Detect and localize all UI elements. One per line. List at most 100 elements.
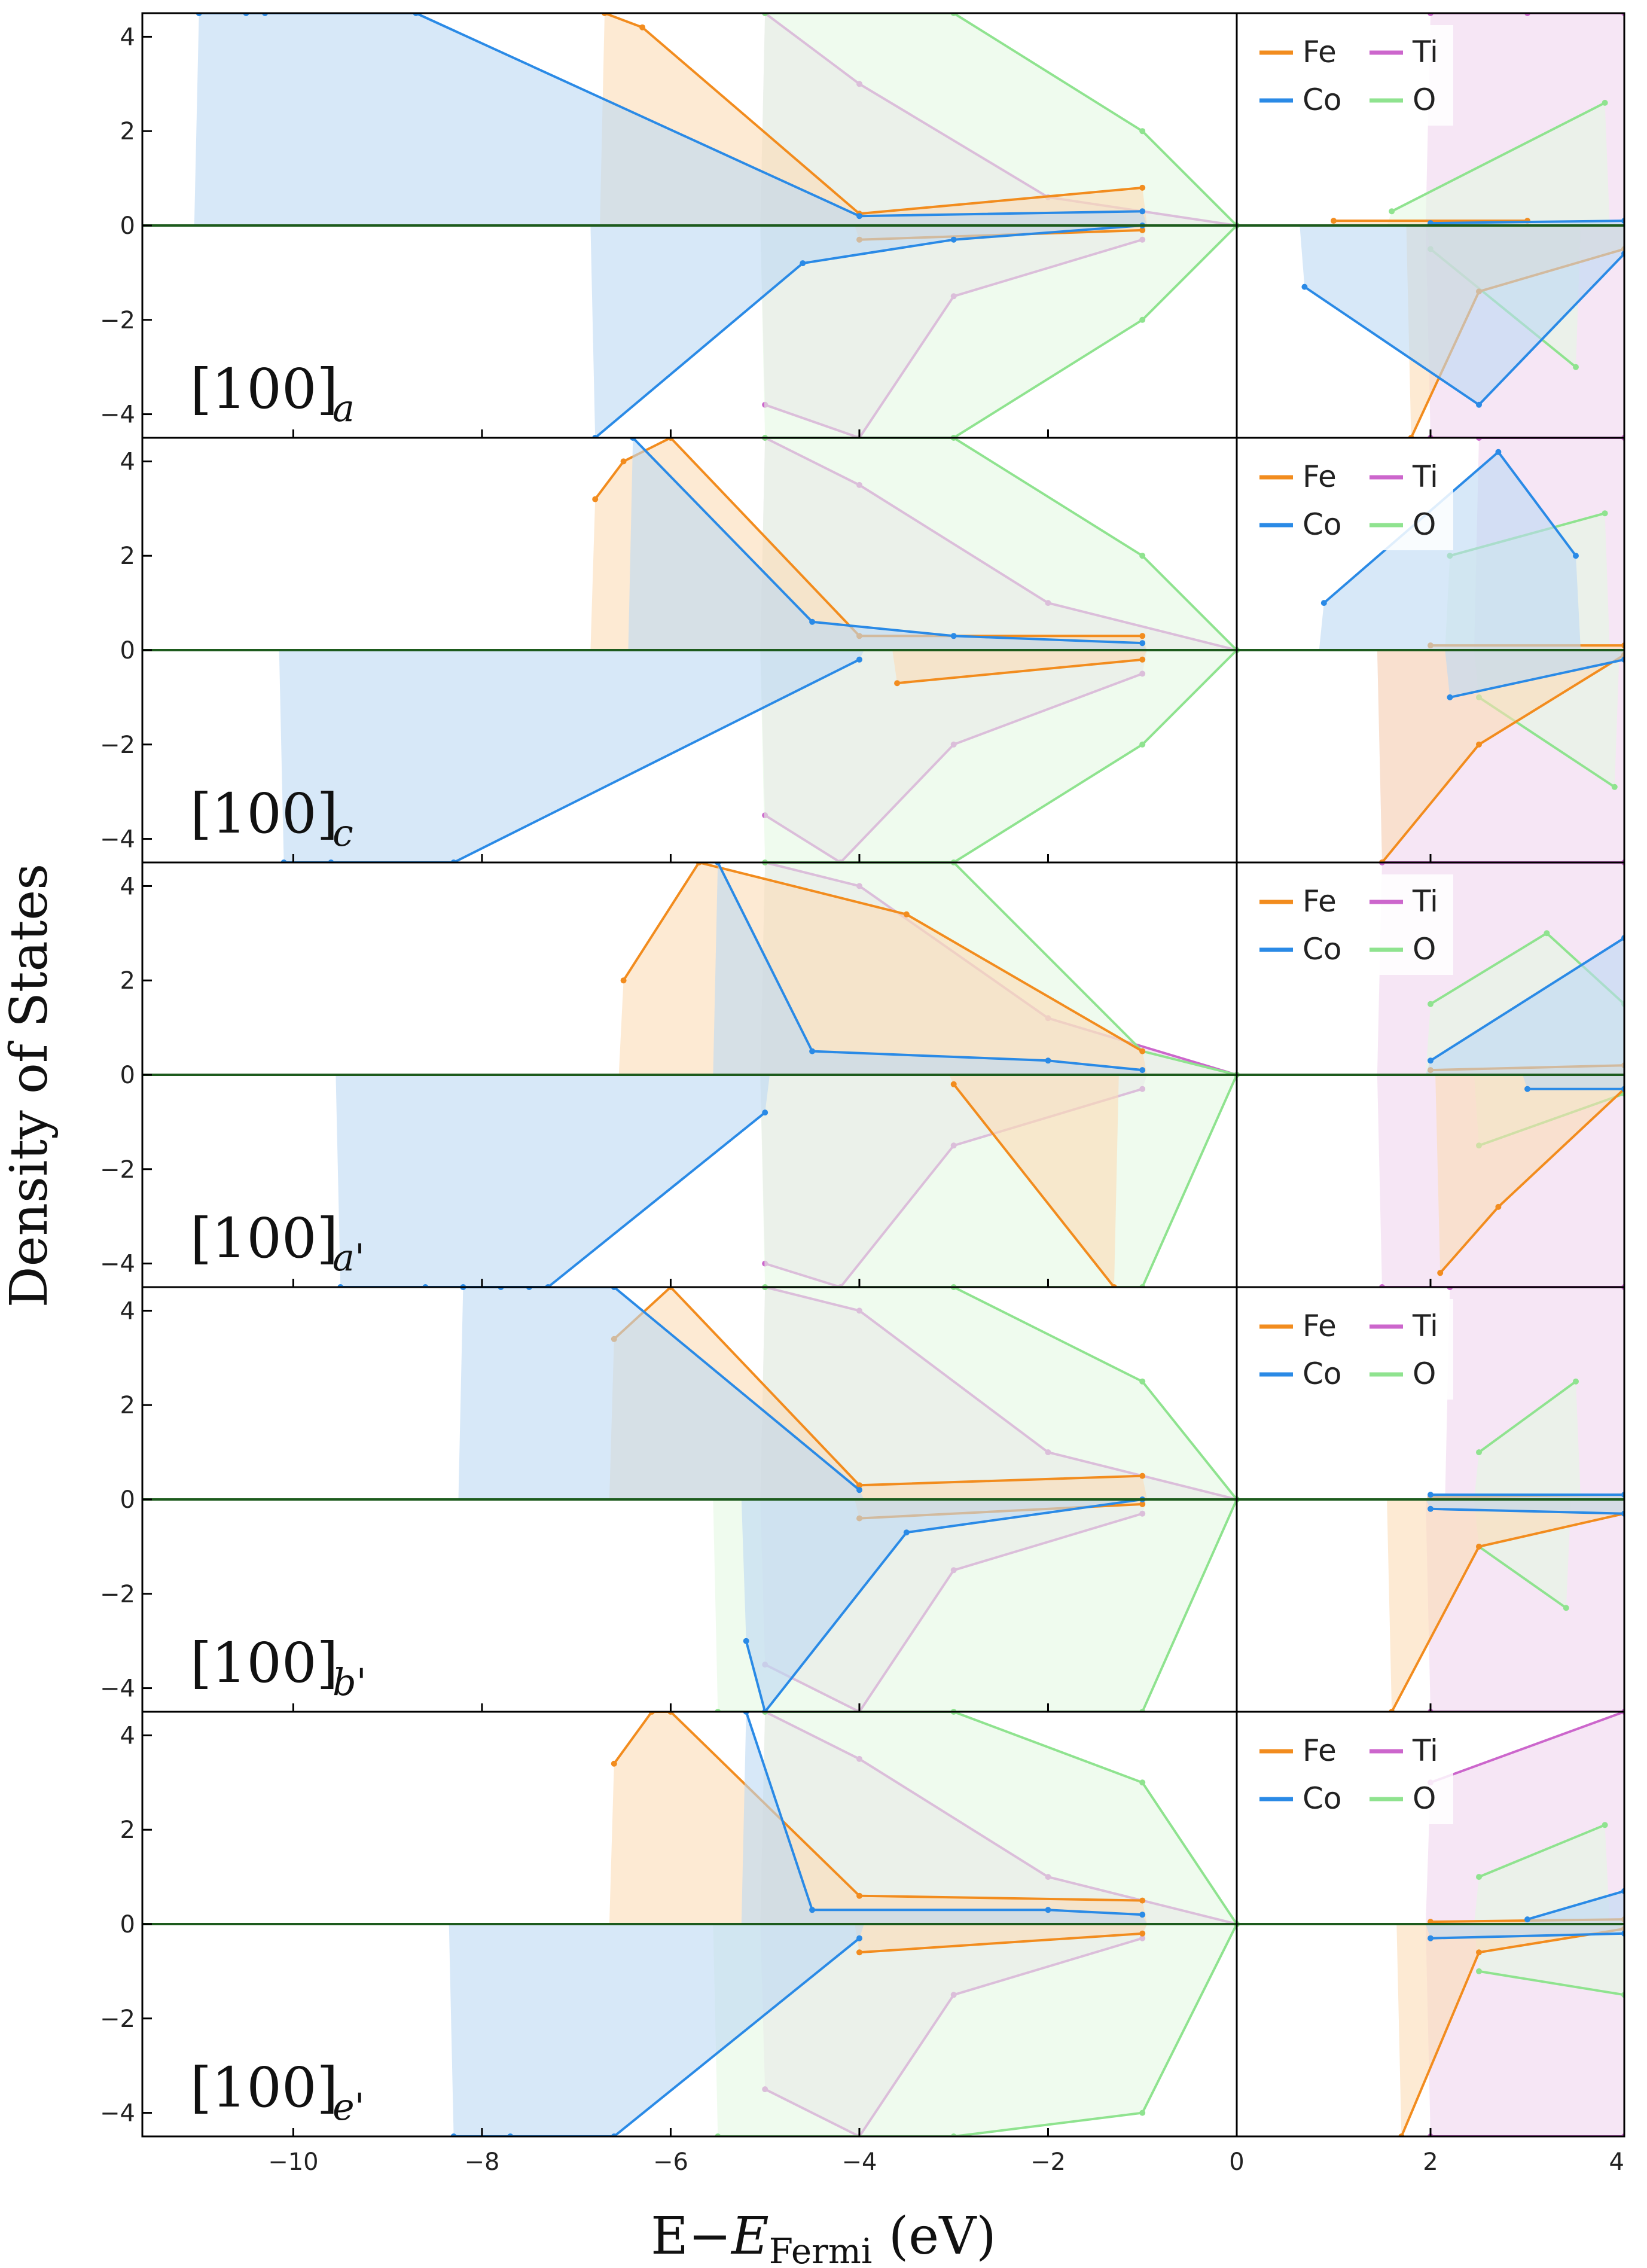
panel-2-data (336, 862, 1624, 1287)
panel-0-left-up-o-area (760, 13, 1242, 225)
panel-1-ytick-label-2: 0 (120, 637, 135, 664)
panel-4-legend-label-fe: Fe (1303, 1733, 1337, 1768)
panel-2-left-up-co-area (713, 862, 1148, 1075)
panel-0-ytick-label-3: 2 (120, 118, 135, 145)
panel-1-legend: Fe Co Ti O (1250, 450, 1453, 550)
dos-panel-4: −4 −2 0 2 4 [100]e' Fe Co Ti O (100, 1711, 1625, 2138)
panel-2-ytick-label-3: 2 (120, 967, 135, 995)
panel-0-left-down-co-line (594, 224, 1143, 438)
panels-layer: −4−2024[100]aFeCoTiO−4−2024[100]cFeCoTiO… (100, 12, 1625, 2176)
panel-3-left-down-co-line (745, 1498, 1143, 1712)
panel-0-right-down-co-area (1300, 225, 1624, 405)
panel-1-left-down-co-area (279, 650, 864, 862)
panel-2-ytick-label-0: −4 (100, 1251, 135, 1278)
panel-0-right-down-o-point-1 (1573, 364, 1579, 370)
panel-4-right-up-co-line (1527, 1889, 1624, 1921)
x-tick-label-left-4: −2 (1030, 2148, 1066, 2176)
panel-4-left-down-o-line (718, 1923, 1238, 2136)
panel-2-legend-label-ti: Ti (1412, 884, 1438, 919)
panel-2-left-down-o-line (765, 1074, 1238, 1287)
panel-1-label: [100] (190, 782, 338, 846)
panel-1-right-up-co-point-0 (1320, 600, 1327, 606)
panel-4-right-down-co-line (1430, 1932, 1624, 1940)
panel-3-left-up-o-line (765, 1287, 1238, 1501)
panel-3-right-up-o-point-0 (1476, 1449, 1482, 1456)
panel-1-label-subscript: c (333, 811, 353, 855)
panel-0-data (194, 13, 1624, 438)
panel-3-legend: Fe Co Ti O (1250, 1299, 1453, 1400)
panel-2-left-up-co-point-1 (809, 1048, 816, 1054)
panel-0-label-subscript: a (333, 386, 355, 430)
panel-4-left-up-fe-point-4 (1139, 1897, 1146, 1904)
y-axis-title: Density of States (0, 864, 59, 1308)
panel-0-ytick-label-0: −4 (100, 401, 135, 429)
panel-1-left-up-fe-point-0 (592, 496, 599, 502)
panel-0-legend-label-o: O (1413, 83, 1436, 117)
panel-2-label-subscript: a' (333, 1236, 365, 1279)
panel-2-left-down-co-area (336, 1075, 770, 1287)
panel-1-right-down-co-line (1449, 658, 1624, 699)
panel-4-left-down-fe-line (859, 1932, 1143, 1954)
panel-2-right-up-co-line (1429, 937, 1624, 1062)
panel-0-left-down-o-area (760, 225, 1242, 438)
panel-3-ytick-label-3: 2 (120, 1392, 135, 1419)
x-tick-label-right-2: 4 (1609, 2148, 1624, 2176)
panel-2-left-down-fe-point-0 (950, 1081, 957, 1087)
panel-0-left-down-co-point-2 (950, 236, 957, 243)
panel-0-ytick-label-1: −2 (100, 307, 135, 334)
panel-4-right-up-ti-line (1430, 1712, 1624, 1784)
panel-0-right-up-co-line (1430, 220, 1624, 225)
panel-2-left-up-co-line (716, 862, 1143, 1072)
panel-1-left-up-co-point-1 (809, 618, 816, 625)
panel-3-right-down-co-point-0 (1428, 1505, 1434, 1512)
panel-2-ytick-label-1: −2 (100, 1156, 135, 1184)
panel-3-legend-label-co: Co (1303, 1356, 1342, 1391)
panel-2-left-up-o-line (765, 862, 1237, 1076)
panel-0-left-up-co-point-5 (1139, 208, 1146, 215)
panel-4-right-up-co-point-0 (1524, 1916, 1530, 1923)
panel-4-right-down-fe-area (1396, 1924, 1624, 2136)
panel-3-left-up-fe-point-3 (1139, 1473, 1146, 1479)
panel-1-left-down-fe-line (896, 658, 1143, 685)
panel-2-left-up-co-point-3 (1139, 1067, 1146, 1074)
panel-2-legend-label-o: O (1413, 932, 1436, 967)
panel-1-legend-label-fe: Fe (1303, 459, 1337, 494)
panel-4-ytick-label-1: −2 (100, 2005, 135, 2033)
panel-3-right-down-o-point-1 (1563, 1605, 1569, 1611)
panel-0-left-down-co-point-1 (800, 260, 806, 267)
x-axis-title-e: E (730, 2206, 769, 2266)
panel-0-left-up-co-point-4 (856, 213, 862, 220)
x-tick-label-left-0: −10 (268, 2148, 318, 2176)
panel-4-legend: Fe Co Ti O (1250, 1724, 1453, 1824)
panel-3-left-down-co-point-2 (903, 1529, 910, 1536)
panel-0-label: [100] (190, 357, 338, 421)
panel-4-left-up-o-area (760, 1712, 1242, 1924)
panel-3-left-down-co-point-0 (743, 1638, 749, 1644)
panel-3-right-down-o-line (1478, 1545, 1567, 1609)
panel-1-left-up-co-point-2 (950, 633, 957, 639)
panel-0-legend-bg (1250, 25, 1453, 126)
panel-1-right-up-co-area (1319, 452, 1581, 650)
panel-1-left-up-o-point-2 (1139, 553, 1146, 559)
panel-2-ytick-label-4: 4 (120, 873, 135, 900)
panel-2-left-up-fe-point-2 (903, 911, 910, 917)
panel-1-right-down-co-point-0 (1447, 694, 1453, 700)
panel-1-left-down-o-area (760, 650, 1242, 862)
panel-4-label: [100] (190, 2056, 338, 2120)
panel-3-left-up-co-line (463, 1287, 861, 1491)
panel-2-left-down-fe-area (948, 1075, 1119, 1287)
panel-1-left-up-fe-point-4 (1139, 633, 1146, 639)
panel-4-ytick-label-4: 4 (120, 1722, 135, 1749)
panel-4-left-down-o-point-2 (1139, 2110, 1146, 2116)
x-tick-label-left-2: −6 (653, 2148, 688, 2176)
panel-1-legend-label-ti: Ti (1412, 459, 1438, 494)
x-axis-title-main: E− (651, 2206, 731, 2266)
panel-4-left-down-co-point-3 (856, 1935, 862, 1941)
x-tick-label-left-3: −4 (841, 2148, 877, 2176)
x-axis-title-unit: (eV) (872, 2206, 996, 2266)
panel-0-left-up-co-area (194, 13, 1148, 225)
panel-1-ytick-label-1: −2 (100, 731, 135, 759)
panel-1-legend-bg (1250, 450, 1453, 550)
x-tick-label-right-1: 2 (1423, 2148, 1438, 2176)
panel-4-left-up-fe-line (613, 1712, 1143, 1902)
